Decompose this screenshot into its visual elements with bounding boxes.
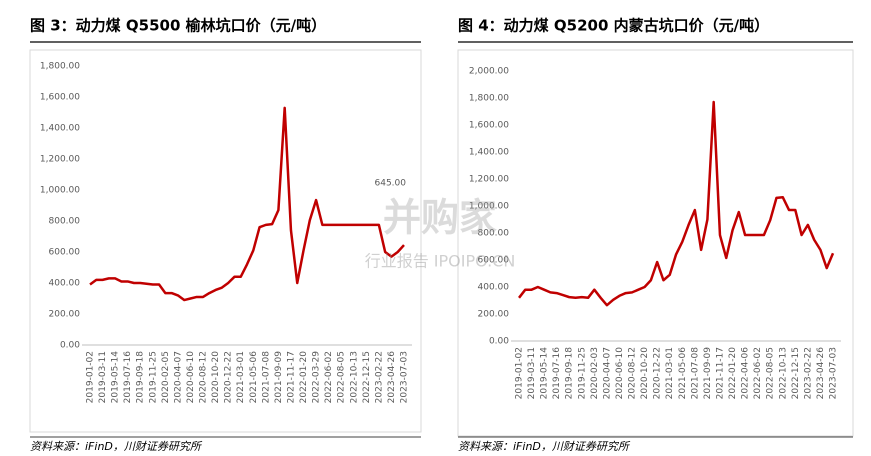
x-tick-label: 2021-11-17	[715, 347, 725, 399]
x-tick-label: 2022-10-13	[778, 347, 788, 399]
y-tick-label: 0.00	[489, 337, 509, 347]
x-tick-label: 2023-04-26	[387, 351, 397, 404]
x-tick-label: 2019-03-11	[98, 351, 108, 403]
y-tick-label: 1,800.00	[40, 62, 80, 72]
y-tick-label: 1,000.00	[40, 186, 80, 196]
x-tick-label: 2022-08-05	[337, 351, 347, 403]
y-tick-label: 1,200.00	[469, 175, 509, 185]
y-tick-label: 1,200.00	[40, 155, 80, 165]
x-tick-label: 2023-07-03	[400, 351, 410, 403]
x-tick-label: 2020-10-20	[211, 351, 221, 404]
source-note: 资料来源：iFinD，川财证券研究所	[458, 440, 631, 453]
x-tick-label: 2023-02-22	[803, 347, 813, 399]
x-tick-label: 2022-01-20	[299, 351, 309, 404]
y-tick-label: 1,400.00	[40, 124, 80, 134]
y-tick-label: 800.00	[49, 217, 81, 227]
x-tick-label: 2022-03-29	[312, 351, 322, 404]
y-tick-label: 1,800.00	[469, 94, 509, 104]
x-tick-label: 2019-05-14	[540, 347, 550, 400]
x-tick-label: 2021-09-09	[703, 347, 713, 400]
x-tick-label: 2019-05-14	[111, 351, 121, 404]
x-tick-label: 2023-07-03	[829, 347, 839, 399]
x-tick-label: 2021-03-01	[236, 351, 246, 403]
x-tick-label: 2020-02-05	[161, 351, 171, 403]
y-tick-label: 1,600.00	[40, 93, 80, 103]
x-tick-label: 2020-08-12	[628, 347, 638, 399]
x-tick-label: 2020-12-22	[224, 351, 234, 403]
x-tick-label: 2019-01-02	[515, 347, 525, 399]
x-tick-label: 2021-07-08	[690, 347, 700, 400]
x-tick-label: 2022-12-15	[362, 351, 372, 403]
x-tick-label: 2020-02-03	[590, 347, 600, 399]
y-tick-label: 600.00	[49, 248, 81, 258]
x-tick-label: 2019-01-02	[86, 351, 96, 403]
y-tick-label: 1,000.00	[469, 202, 509, 212]
y-tick-label: 800.00	[478, 229, 510, 239]
y-tick-label: 400.00	[49, 279, 81, 289]
x-tick-label: 2020-10-20	[640, 347, 650, 400]
watermark: 并购家	[383, 196, 497, 240]
x-tick-label: 2020-06-10	[186, 351, 196, 404]
y-tick-label: 400.00	[478, 283, 510, 293]
chart-title: 图 4：动力煤 Q5200 内蒙古坑口价（元/吨）	[458, 17, 769, 35]
x-tick-label: 2022-08-05	[766, 347, 776, 399]
x-tick-label: 2019-09-18	[565, 347, 575, 400]
plot-frame	[29, 49, 422, 433]
x-tick-label: 2019-11-25	[148, 351, 158, 403]
watermark-subtext: 行业报告 IPOIPO.CN	[365, 252, 516, 271]
x-tick-label: 2019-07-16	[123, 351, 133, 404]
x-tick-label: 2020-06-10	[615, 347, 625, 400]
x-tick-label: 2019-03-11	[527, 347, 537, 399]
x-tick-label: 2021-09-09	[274, 351, 284, 404]
x-tick-label: 2022-10-13	[349, 351, 359, 403]
x-tick-label: 2020-04-07	[602, 347, 612, 399]
x-tick-label: 2022-06-02	[324, 351, 334, 403]
source-note: 资料来源：iFinD，川财证券研究所	[30, 440, 203, 453]
y-tick-label: 0.00	[60, 341, 80, 351]
x-tick-label: 2021-11-17	[286, 351, 296, 403]
price-line	[89, 106, 405, 302]
x-tick-label: 2021-05-06	[249, 351, 259, 404]
x-tick-label: 2021-03-01	[665, 347, 675, 399]
y-tick-label: 200.00	[49, 310, 81, 320]
plot-frame	[457, 49, 854, 437]
x-tick-label: 2023-02-22	[374, 351, 384, 403]
x-tick-label: 2022-12-15	[791, 347, 801, 399]
x-tick-label: 2019-09-18	[136, 351, 146, 404]
price-line	[518, 100, 835, 307]
x-tick-label: 2021-07-08	[261, 351, 271, 404]
value-label: 645.00	[375, 179, 407, 189]
y-tick-label: 2,000.00	[469, 67, 509, 77]
y-tick-label: 200.00	[478, 310, 510, 320]
x-tick-label: 2023-04-26	[816, 347, 826, 400]
y-tick-label: 600.00	[478, 256, 510, 266]
x-tick-label: 2019-07-16	[552, 347, 562, 400]
y-tick-label: 1,400.00	[469, 148, 509, 158]
x-tick-label: 2020-12-22	[653, 347, 663, 399]
chart-title: 图 3：动力煤 Q5500 榆林坑口价（元/吨）	[30, 17, 326, 35]
x-tick-label: 2019-11-25	[577, 347, 587, 399]
x-tick-label: 2020-08-12	[199, 351, 209, 403]
x-tick-label: 2021-05-06	[678, 347, 688, 400]
y-tick-label: 1,600.00	[469, 121, 509, 131]
x-tick-label: 2022-04-06	[741, 347, 751, 400]
x-tick-label: 2022-01-20	[728, 347, 738, 400]
x-tick-label: 2022-06-02	[753, 347, 763, 399]
x-tick-label: 2020-04-07	[173, 351, 183, 403]
